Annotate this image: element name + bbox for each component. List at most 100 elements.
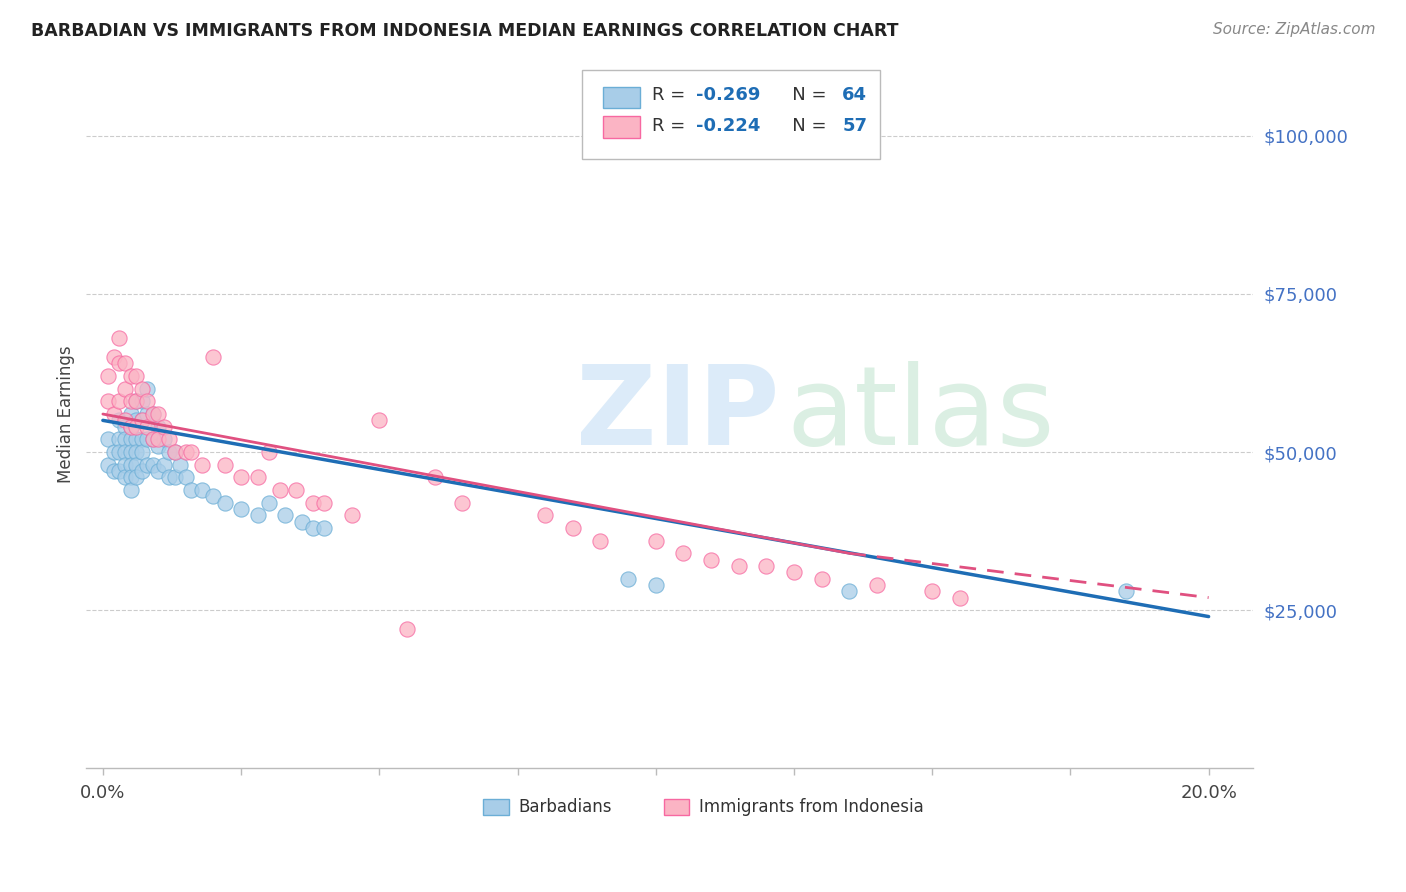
- Point: [191, 458, 214, 472]
- Point: [125, 419, 148, 434]
- Point: [136, 433, 159, 447]
- Point: [131, 394, 153, 409]
- Point: [229, 470, 252, 484]
- Text: 57: 57: [842, 117, 868, 135]
- Point: [136, 419, 159, 434]
- Point: [312, 521, 335, 535]
- Y-axis label: Median Earnings: Median Earnings: [58, 345, 75, 483]
- Point: [534, 508, 557, 523]
- Point: [146, 419, 169, 434]
- Point: [146, 433, 169, 447]
- Point: [1115, 584, 1137, 599]
- Point: [589, 533, 612, 548]
- Point: [180, 483, 202, 497]
- Point: [120, 394, 142, 409]
- Point: [125, 433, 148, 447]
- Point: [755, 558, 778, 573]
- Point: [302, 521, 325, 535]
- Point: [921, 584, 943, 599]
- Text: ZIP: ZIP: [576, 360, 779, 467]
- Point: [146, 464, 169, 478]
- Point: [120, 445, 142, 459]
- Point: [97, 369, 120, 384]
- Point: [120, 369, 142, 384]
- Point: [152, 458, 174, 472]
- Point: [214, 496, 236, 510]
- Point: [257, 496, 280, 510]
- Point: [163, 445, 186, 459]
- Point: [114, 356, 136, 370]
- Point: [312, 496, 335, 510]
- Point: [114, 433, 136, 447]
- Point: [125, 394, 148, 409]
- Point: [103, 464, 125, 478]
- Point: [108, 356, 131, 370]
- Point: [644, 533, 666, 548]
- Point: [246, 508, 269, 523]
- Point: [395, 622, 418, 636]
- Text: -0.269: -0.269: [696, 86, 761, 104]
- Point: [142, 407, 165, 421]
- Point: [97, 394, 120, 409]
- Point: [700, 552, 723, 566]
- Point: [174, 470, 197, 484]
- Point: [340, 508, 363, 523]
- Point: [180, 445, 202, 459]
- Point: [125, 413, 148, 427]
- Point: [108, 464, 131, 478]
- Point: [131, 464, 153, 478]
- Point: [114, 413, 136, 427]
- Point: [291, 515, 314, 529]
- Point: [114, 470, 136, 484]
- Point: [131, 445, 153, 459]
- Point: [114, 445, 136, 459]
- Point: [97, 433, 120, 447]
- Point: [617, 572, 640, 586]
- Point: [146, 439, 169, 453]
- Text: Source: ZipAtlas.com: Source: ZipAtlas.com: [1212, 22, 1375, 37]
- Point: [131, 433, 153, 447]
- Point: [423, 470, 446, 484]
- Point: [108, 433, 131, 447]
- Point: [142, 458, 165, 472]
- Text: 64: 64: [842, 86, 868, 104]
- Point: [644, 578, 666, 592]
- Point: [125, 394, 148, 409]
- FancyBboxPatch shape: [603, 87, 640, 108]
- Point: [120, 407, 142, 421]
- Text: N =: N =: [775, 86, 832, 104]
- Point: [169, 458, 191, 472]
- Point: [125, 445, 148, 459]
- Point: [120, 419, 142, 434]
- Point: [114, 419, 136, 434]
- Point: [142, 433, 165, 447]
- Point: [157, 470, 180, 484]
- Point: [108, 394, 131, 409]
- Point: [191, 483, 214, 497]
- FancyBboxPatch shape: [664, 799, 689, 814]
- Text: -0.224: -0.224: [696, 117, 761, 135]
- Point: [229, 502, 252, 516]
- Point: [125, 458, 148, 472]
- Point: [269, 483, 291, 497]
- Point: [202, 489, 225, 503]
- Point: [866, 578, 889, 592]
- Point: [108, 445, 131, 459]
- Point: [120, 458, 142, 472]
- Point: [561, 521, 583, 535]
- Point: [114, 382, 136, 396]
- Point: [120, 470, 142, 484]
- Point: [142, 433, 165, 447]
- Point: [727, 558, 749, 573]
- Point: [136, 394, 159, 409]
- Point: [163, 445, 186, 459]
- Point: [136, 458, 159, 472]
- Point: [246, 470, 269, 484]
- Point: [302, 496, 325, 510]
- Point: [157, 433, 180, 447]
- Point: [131, 413, 153, 427]
- Point: [125, 369, 148, 384]
- Point: [451, 496, 474, 510]
- Point: [142, 407, 165, 421]
- Point: [103, 445, 125, 459]
